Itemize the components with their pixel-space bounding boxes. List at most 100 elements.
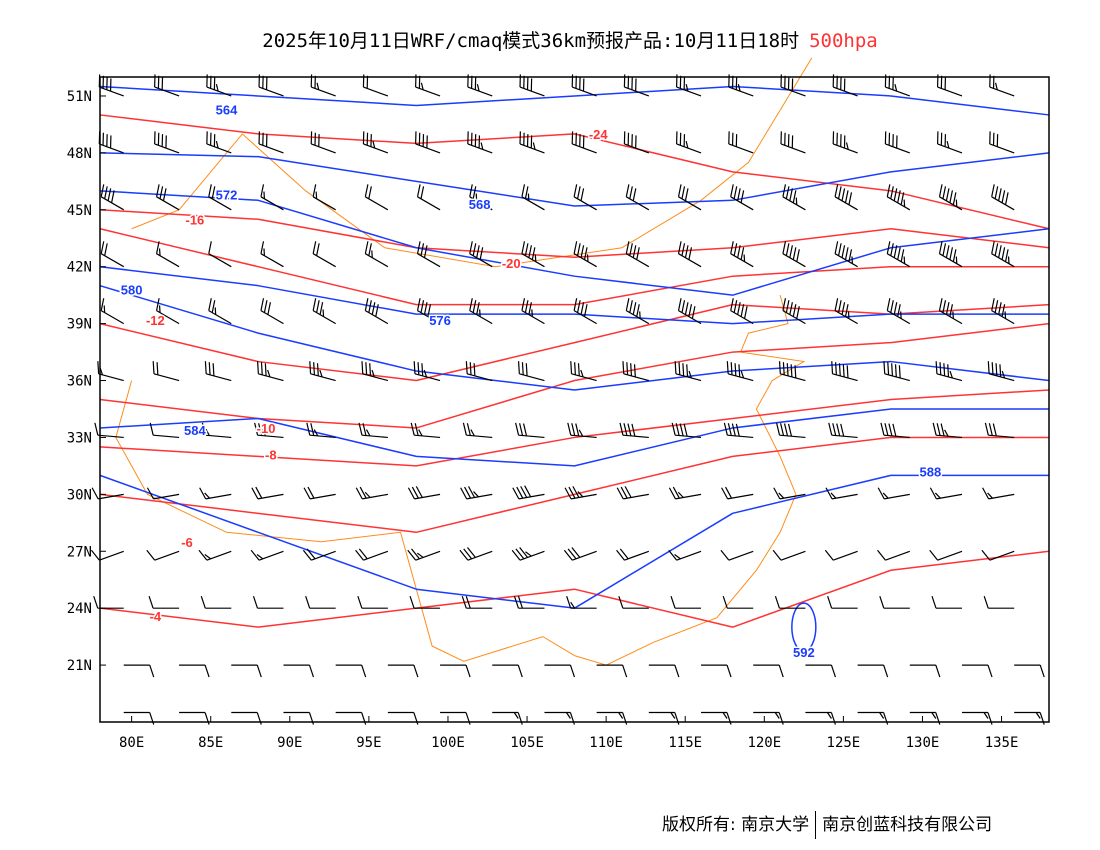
wind-barb <box>616 548 650 561</box>
barb-feather <box>994 243 999 256</box>
barb-feather <box>155 184 160 197</box>
barb-staff <box>572 550 597 561</box>
barb-staff <box>678 253 702 268</box>
barb-staff <box>886 310 911 325</box>
temperature-contour-label: -12 <box>146 313 165 328</box>
height-contour-label: 564 <box>216 102 238 117</box>
wind-barb <box>364 241 389 268</box>
barb-feather <box>830 492 837 499</box>
temperature-contour-label: -8 <box>265 448 277 463</box>
barb-staff <box>885 143 911 154</box>
barb-feather <box>364 298 369 311</box>
barb-feather <box>267 302 272 315</box>
barb-feather <box>992 423 997 437</box>
barb-staff <box>991 310 1015 325</box>
barb-staff <box>988 434 1015 439</box>
wind-barb <box>303 486 336 500</box>
barb-feather <box>998 245 1002 258</box>
barb-feather <box>991 298 995 311</box>
wind-barb <box>123 664 155 678</box>
wind-barb <box>155 184 180 211</box>
barb-feather <box>886 241 891 254</box>
barb-feather <box>735 423 740 437</box>
barb-feather <box>938 184 943 197</box>
barb-feather <box>577 363 580 376</box>
barb-feather <box>111 190 115 203</box>
barb-staff <box>206 550 232 561</box>
wind-barb <box>206 131 232 154</box>
barb-feather <box>369 363 372 376</box>
barb-feather <box>737 302 741 315</box>
barb-feather <box>461 595 467 609</box>
barb-feather <box>580 369 584 378</box>
barb-staff <box>831 434 858 439</box>
barb-feather <box>100 184 105 197</box>
barb-feather <box>900 249 905 262</box>
wind-barb <box>886 298 911 325</box>
barb-feather <box>629 300 633 313</box>
lon-tick-label: 110E <box>589 735 623 751</box>
barb-feather <box>743 306 748 319</box>
barb-feather <box>306 422 311 436</box>
barb-feather <box>688 304 693 317</box>
barb-feather <box>844 190 849 203</box>
wind-barb <box>155 241 180 268</box>
barb-staff <box>100 196 125 211</box>
barb-feather <box>472 186 477 199</box>
barb-feather <box>204 664 210 678</box>
height-contour-label: 584 <box>184 423 206 438</box>
barb-feather <box>578 429 584 437</box>
barb-staff <box>678 310 702 325</box>
barb-feather <box>929 487 937 500</box>
barb-feather <box>476 302 480 315</box>
barb-feather <box>573 241 578 254</box>
barb-feather <box>678 362 681 375</box>
wind-barb <box>154 131 180 154</box>
barb-feather <box>515 548 525 560</box>
barb-feather <box>310 423 315 436</box>
wind-barb <box>519 131 545 154</box>
barb-feather <box>848 249 853 262</box>
wind-barb <box>306 422 336 439</box>
barb-staff <box>832 86 858 97</box>
wind-barb <box>832 74 858 97</box>
barb-staff <box>988 493 1015 500</box>
wind-barb <box>772 549 806 561</box>
lon-tick-label: 130E <box>906 735 940 751</box>
barb-feather <box>100 298 105 311</box>
height-contour-line <box>99 152 1050 207</box>
wind-barb <box>364 298 389 325</box>
wind-barb <box>407 548 441 561</box>
barb-feather <box>848 192 853 205</box>
wind-barb <box>676 131 702 154</box>
barb-feather <box>837 300 842 313</box>
wind-barb <box>521 184 545 211</box>
barb-feather <box>580 245 585 258</box>
barb-feather <box>942 300 947 313</box>
barb-feather <box>844 247 849 260</box>
barb-feather <box>684 245 689 258</box>
barb-feather <box>416 552 424 558</box>
wind-barb <box>260 298 284 325</box>
barb-feather <box>624 486 632 498</box>
temperature-contour-line <box>99 114 1050 230</box>
wind-barb <box>677 184 702 211</box>
barb-feather <box>525 551 532 557</box>
barb-feather <box>407 549 417 561</box>
barb-staff <box>834 196 858 211</box>
barb-feather <box>994 82 998 90</box>
barb-feather <box>740 247 745 260</box>
barb-feather <box>460 487 468 500</box>
barb-staff <box>728 550 754 561</box>
barb-feather <box>677 241 682 254</box>
barb-staff <box>626 310 650 325</box>
wind-barb <box>879 595 910 609</box>
barb-feather <box>476 245 480 258</box>
wind-barb <box>179 664 210 678</box>
barb-feather <box>684 302 689 315</box>
barb-feather <box>1001 190 1006 203</box>
height-contours <box>99 85 1050 652</box>
barb-feather <box>842 364 845 377</box>
barb-feather <box>524 186 529 199</box>
barb-feather <box>934 492 941 499</box>
